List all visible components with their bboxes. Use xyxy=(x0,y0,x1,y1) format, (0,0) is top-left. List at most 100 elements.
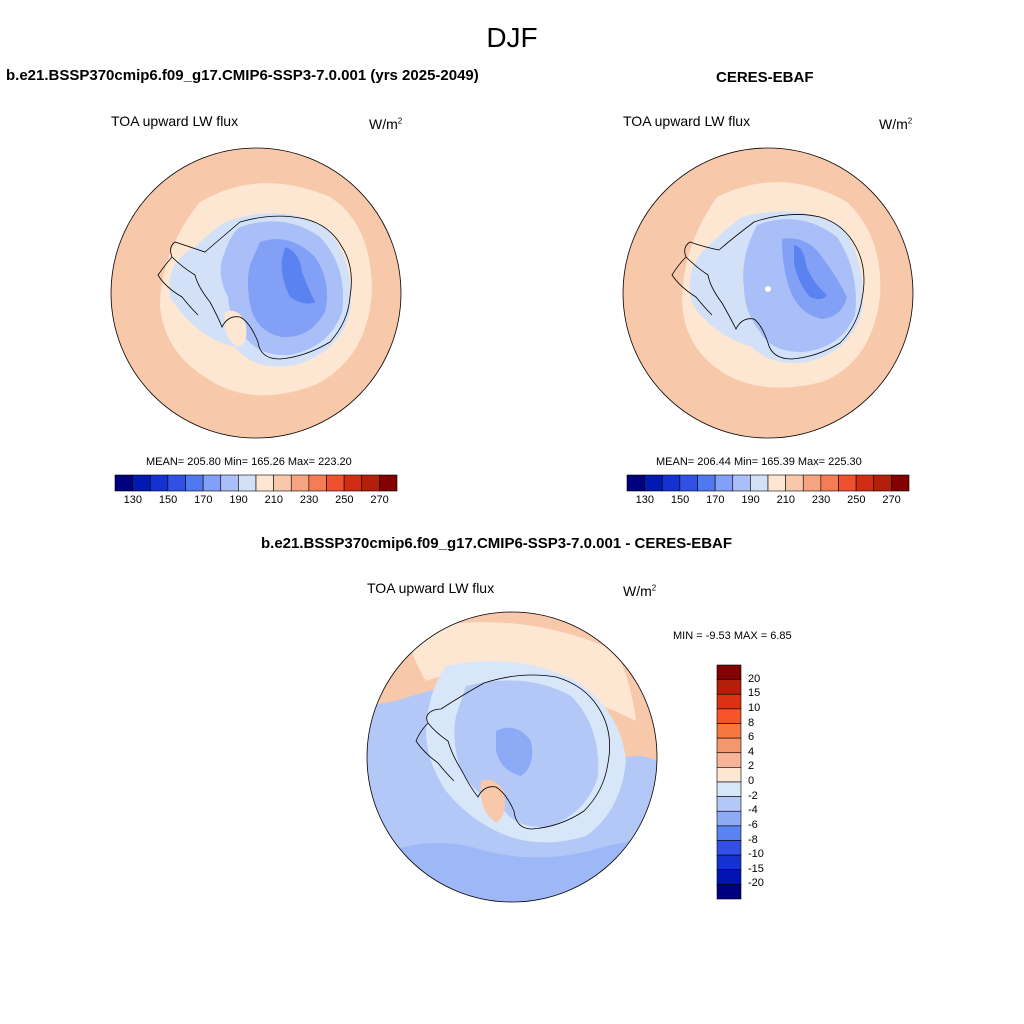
colorbar-box xyxy=(185,474,204,492)
colorbar-tick-label: 210 xyxy=(776,494,795,506)
colorbar-tick-label: 20 xyxy=(748,672,761,685)
colorbar-tick-label: 210 xyxy=(264,494,283,506)
colorbar-box xyxy=(114,474,133,492)
colorbar-box xyxy=(891,474,910,492)
panel1-units: W/m2 xyxy=(369,116,403,132)
panel3-title: b.e21.BSSP370cmip6.f09_g17.CMIP6-SSP3-7.… xyxy=(261,535,733,552)
colorbar-box xyxy=(716,840,742,856)
map-border xyxy=(622,147,914,439)
ice-blue-3 xyxy=(281,247,315,304)
colorbar-box xyxy=(273,474,292,492)
colorbar-tick-label: 250 xyxy=(335,494,354,506)
colorbar-tick-label: -15 xyxy=(748,862,764,875)
colorbar-box xyxy=(716,796,742,812)
colorbar-box xyxy=(167,474,186,492)
colorbar-tick-label: -4 xyxy=(748,804,758,817)
colorbar-box xyxy=(855,474,875,492)
colorbar-box xyxy=(716,781,742,797)
colorbar-tick-label: -2 xyxy=(748,789,758,802)
colorbar-box xyxy=(290,474,310,492)
panel2-units: W/m2 xyxy=(879,116,913,132)
panel3-colorbar xyxy=(716,664,742,900)
colorbar-box xyxy=(679,474,698,492)
panel1-field: TOA upward LW flux xyxy=(111,113,239,129)
colorbar-box xyxy=(716,708,742,724)
peninsula xyxy=(415,722,455,782)
colorbar-box xyxy=(716,825,742,841)
weddell-light xyxy=(224,310,247,347)
colorbar-tick-label: 230 xyxy=(299,494,319,506)
colorbar-box xyxy=(149,474,169,492)
colorbar-box xyxy=(716,884,742,900)
panel2-colorbar-labels: 130 150 170 190 210 230 250 270 xyxy=(627,494,909,508)
colorbar-tick-label: 170 xyxy=(706,494,725,506)
colorbar-box xyxy=(626,474,645,492)
colorbar-tick-label: 270 xyxy=(370,494,389,506)
colorbar-box xyxy=(716,737,742,754)
colorbar-tick-label: 130 xyxy=(635,494,654,506)
colorbar-box xyxy=(716,723,742,739)
colorbar-tick-label: -10 xyxy=(748,848,764,861)
colorbar-tick-label: -8 xyxy=(748,833,758,846)
map-panel2 xyxy=(622,147,914,439)
colorbar-box xyxy=(714,474,734,492)
colorbar-box xyxy=(132,474,151,492)
panel2-field: TOA upward LW flux xyxy=(623,113,751,129)
peninsula xyxy=(157,256,199,316)
panel1-colorbar xyxy=(114,474,398,492)
colorbar-box xyxy=(716,869,742,885)
colorbar-box xyxy=(873,474,892,492)
coastline xyxy=(684,214,865,360)
diff-ice-dark xyxy=(496,727,533,776)
panel1-stats: MEAN= 205.80 Min= 165.26 Max= 223.20 xyxy=(146,456,352,468)
colorbar-tick-label: 8 xyxy=(748,716,755,729)
colorbar-box xyxy=(716,854,742,871)
map-panel3 xyxy=(366,611,658,903)
coastline xyxy=(426,674,611,830)
colorbar-box xyxy=(716,693,742,710)
colorbar-box xyxy=(716,810,742,827)
map-panel1 xyxy=(110,147,402,439)
panel3-colorbar-labels: 20 15 10 8 6 4 2 0 -2 -4 -6 -8 -10 -15 -20 xyxy=(748,665,788,899)
colorbar-tick-label: 230 xyxy=(811,494,831,506)
colorbar-box xyxy=(379,474,398,492)
diff-weddell-pos xyxy=(480,779,505,823)
colorbar-tick-label: 0 xyxy=(748,775,755,787)
ice-blue-3 xyxy=(794,245,827,300)
map-border xyxy=(366,611,658,903)
panel1-colorbar-labels: 130 150 170 190 210 230 250 270 xyxy=(115,494,397,508)
map-border xyxy=(110,147,402,439)
colorbar-box xyxy=(343,474,363,492)
panel1-title: b.e21.BSSP370cmip6.f09_g17.CMIP6-SSP3-7.… xyxy=(6,67,479,84)
colorbar-tick-label: -6 xyxy=(748,818,758,831)
colorbar-box xyxy=(716,664,742,680)
coastline xyxy=(170,215,352,360)
colorbar-box xyxy=(802,474,822,492)
colorbar-box xyxy=(716,679,742,695)
colorbar-box xyxy=(820,474,839,492)
colorbar-box xyxy=(661,474,681,492)
colorbar-box xyxy=(716,752,742,768)
colorbar-tick-label: 150 xyxy=(158,494,178,506)
colorbar-tick-label: 6 xyxy=(748,731,755,744)
panel3-field: TOA upward LW flux xyxy=(367,580,495,596)
colorbar-box xyxy=(238,474,257,492)
colorbar-box xyxy=(308,474,327,492)
colorbar-box xyxy=(716,767,742,783)
colorbar-box xyxy=(838,474,857,492)
colorbar-box xyxy=(220,474,239,492)
colorbar-tick-label: 270 xyxy=(882,494,901,506)
colorbar-tick-label: 250 xyxy=(847,494,866,506)
colorbar-tick-label: 190 xyxy=(229,494,248,506)
colorbar-box xyxy=(202,474,222,492)
colorbar-box xyxy=(644,474,663,492)
colorbar-tick-label: 15 xyxy=(748,687,761,700)
main-title: DJF xyxy=(486,22,538,53)
peninsula xyxy=(671,256,713,316)
pole-spot xyxy=(765,286,771,292)
colorbar-box xyxy=(785,474,804,492)
colorbar-tick-label: 10 xyxy=(748,701,761,714)
panel3-units: W/m2 xyxy=(623,583,657,599)
colorbar-box xyxy=(732,474,751,492)
colorbar-tick-label: -20 xyxy=(748,877,764,890)
